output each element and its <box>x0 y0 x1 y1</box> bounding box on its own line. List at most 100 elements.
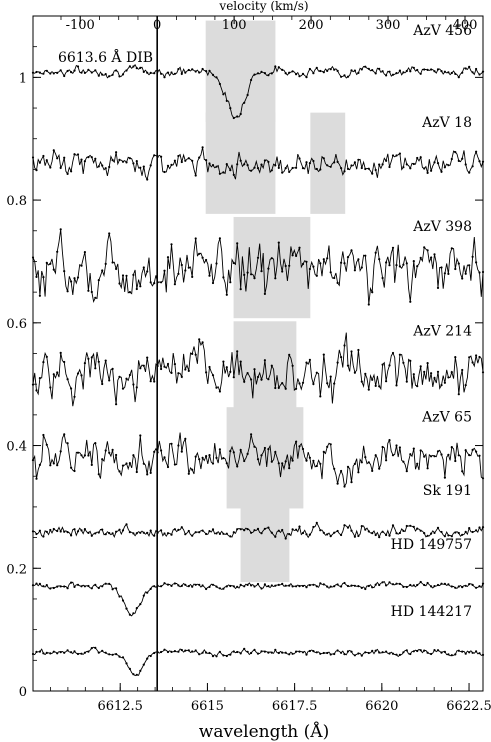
spectrum-point <box>208 365 211 369</box>
spectrum-point <box>160 281 163 284</box>
spectrum-point <box>239 288 242 291</box>
spectrum-point <box>402 166 405 169</box>
spectrum-points-4 <box>31 433 485 488</box>
spectrum-point <box>87 156 90 159</box>
spectrum-point <box>436 649 440 652</box>
spectrum-point <box>191 585 194 588</box>
spectrum-point <box>322 583 325 586</box>
spectrum-point <box>198 156 201 159</box>
spectrum-point <box>198 252 201 255</box>
spectrum-point <box>173 582 176 585</box>
spectrum-point <box>52 72 55 75</box>
spectrum-point <box>436 370 440 373</box>
spectrum-point <box>326 382 329 385</box>
spectrum-point <box>340 167 343 170</box>
spectrum-point <box>284 584 287 587</box>
spectrum-point <box>478 526 481 529</box>
spectrum-point <box>360 654 363 657</box>
spectrum-point <box>288 653 291 656</box>
spectrum-point <box>426 68 429 71</box>
spectrum-point <box>128 65 131 68</box>
spectrum-point <box>83 585 86 588</box>
top-tick-label-5: 400 <box>453 18 478 33</box>
spectrum-point <box>187 68 190 72</box>
spectrum-point <box>378 163 381 166</box>
spectrum-point <box>201 529 204 532</box>
spectrum-points-2 <box>31 228 485 306</box>
spectrum-point <box>343 653 346 656</box>
spectrum-point <box>66 531 69 534</box>
spectrum-point <box>398 265 401 268</box>
spectrum-point <box>260 378 263 381</box>
spectrum-point <box>70 71 73 74</box>
spectrum-point <box>256 256 260 259</box>
top-tick-label-1: 0 <box>153 18 161 33</box>
spectrum-point <box>208 530 211 533</box>
spectrum-point <box>229 535 232 538</box>
spectrum-point <box>374 384 377 387</box>
spectrum-point <box>146 591 149 594</box>
spectrum-point <box>239 112 242 116</box>
spectrum-point <box>45 651 48 655</box>
spectrum-point <box>381 530 384 533</box>
spectrum-point <box>198 338 201 341</box>
x-tick-label-0: 6612.5 <box>97 699 143 714</box>
spectrum-point <box>243 529 246 532</box>
spectrum-point <box>63 585 66 588</box>
spectrum-point <box>274 648 277 652</box>
y-tick-label-3: 0.6 <box>6 317 27 332</box>
spectrum-point <box>101 269 104 272</box>
spectrum-point <box>198 583 201 586</box>
spectrum-point <box>52 149 55 152</box>
spectrum-point <box>423 370 426 373</box>
spectrum-point <box>256 72 260 75</box>
spectrum-point <box>270 169 273 172</box>
spectrum-point <box>215 386 218 389</box>
spectrum-point <box>426 581 429 585</box>
spectrum-point <box>236 585 239 588</box>
spectrum-point <box>153 380 156 383</box>
spectrum-point <box>385 380 388 383</box>
spectrum-point <box>149 529 152 532</box>
spectrum-point <box>423 532 426 535</box>
spectrum-point <box>419 365 422 368</box>
spectrum-point <box>405 524 408 528</box>
spectrum-point <box>284 167 287 170</box>
spectrum-point <box>322 258 325 261</box>
spectrum-point <box>433 455 436 458</box>
x-tick-label-3: 6620 <box>365 699 398 714</box>
spectrum-point <box>301 381 305 384</box>
spectrum-point <box>191 650 194 653</box>
spectrum-point <box>315 167 318 171</box>
spectrum-point <box>205 258 208 262</box>
spectrum-point <box>343 170 346 173</box>
spectrum-point <box>322 71 325 74</box>
spectrum-points-6 <box>31 580 485 616</box>
spectrum-point <box>284 72 287 75</box>
spectrum-point <box>163 456 166 459</box>
spectrum-point <box>253 445 256 448</box>
spectrum-point <box>312 265 315 268</box>
spectrum-point <box>461 277 464 280</box>
spectrum-point <box>288 170 291 173</box>
spectrum-point <box>239 652 242 655</box>
spectrum-point <box>246 528 249 531</box>
spectrum-point <box>333 382 336 385</box>
spectrum-point <box>353 654 356 657</box>
spectrum-point <box>198 458 201 461</box>
spectrum-point <box>52 586 55 590</box>
spectrum-point <box>166 583 170 586</box>
spectrum-point <box>250 78 253 82</box>
spectrum-point <box>288 584 291 587</box>
spectrum-point <box>374 649 377 652</box>
spectrum-point <box>160 72 163 75</box>
y-tick-label-1: 0.2 <box>6 562 27 577</box>
spectrum-point <box>87 650 90 653</box>
spectrum-point <box>163 582 166 585</box>
spectrum-point <box>194 649 197 652</box>
spectrum-point <box>211 655 215 658</box>
spectrum-point <box>118 158 121 161</box>
spectrum-point <box>291 166 294 170</box>
spectra-series <box>31 64 485 677</box>
spectrum-point <box>101 382 104 386</box>
